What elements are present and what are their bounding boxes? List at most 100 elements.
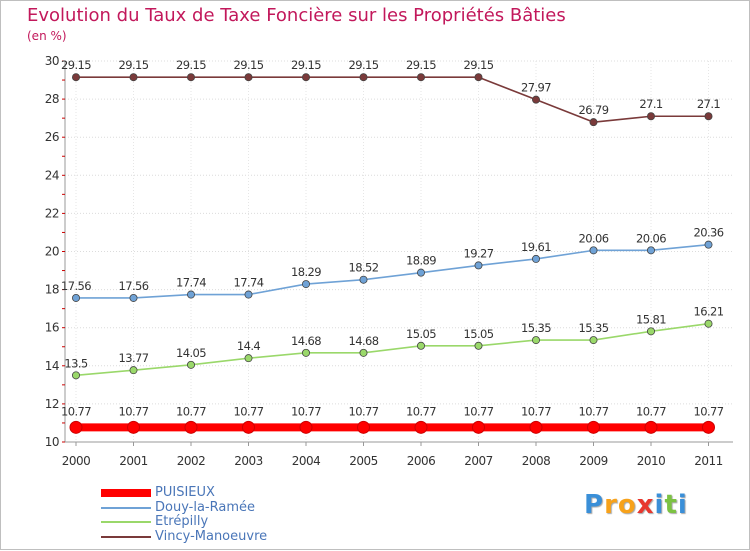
data-point (474, 261, 483, 270)
y-tick-label: 28 (45, 92, 59, 106)
data-point (129, 73, 138, 82)
data-label: 10.77 (636, 404, 666, 418)
series-line-douy-la-ram-e (75, 243, 710, 299)
data-point (359, 73, 368, 82)
data-point (129, 293, 138, 302)
data-point (301, 280, 310, 289)
legend-swatch (101, 521, 151, 523)
data-label: 10.77 (579, 404, 609, 418)
data-label: 17.56 (119, 279, 149, 293)
data-label: 15.05 (406, 327, 436, 341)
proxiti-logo: Proxiti (584, 490, 688, 520)
x-tick-label: 2008 (522, 454, 551, 468)
data-label: 10.77 (119, 404, 149, 418)
data-label: 19.27 (464, 246, 494, 260)
data-point (704, 319, 713, 328)
x-tick-label: 2007 (464, 454, 493, 468)
series-line-vincy-manoeuvre (75, 76, 710, 123)
data-label: 14.05 (176, 346, 206, 360)
data-label: 17.74 (176, 276, 206, 290)
data-label: 20.06 (579, 231, 609, 245)
logo-letter: o (617, 490, 637, 520)
x-tick-label: 2009 (579, 454, 608, 468)
data-label: 15.35 (579, 321, 609, 335)
data-label: 17.56 (61, 279, 91, 293)
data-label: 19.61 (521, 240, 551, 254)
data-label: 10.77 (234, 404, 264, 418)
data-label: 10.77 (521, 404, 551, 418)
data-point (644, 420, 658, 434)
data-label: 10.77 (464, 404, 494, 418)
data-point (532, 95, 541, 104)
data-point (529, 420, 543, 434)
chart-subtitle: (en %) (27, 29, 67, 43)
data-point (186, 290, 195, 299)
data-label: 18.52 (349, 261, 379, 275)
data-point (72, 371, 81, 380)
data-point (472, 420, 485, 434)
data-label: 10.77 (61, 404, 91, 418)
x-tick-label: 2002 (177, 454, 206, 468)
data-label: 27.97 (521, 81, 551, 95)
x-tick-label: 2005 (349, 454, 378, 468)
data-point (474, 73, 483, 82)
data-label: 10.77 (406, 404, 436, 418)
data-point (589, 336, 598, 345)
data-label: 29.15 (406, 58, 436, 72)
data-label: 27.1 (697, 97, 720, 111)
data-label: 15.35 (521, 321, 551, 335)
logo-letter: i (677, 490, 688, 520)
data-label: 20.06 (636, 231, 666, 245)
data-label: 14.68 (349, 334, 379, 348)
y-tick-label: 20 (45, 245, 59, 259)
data-point (414, 420, 428, 434)
data-point (72, 73, 81, 82)
data-label: 13.5 (64, 356, 87, 370)
y-tick-label: 22 (45, 206, 59, 220)
data-point (589, 118, 598, 127)
legend-label: Etrépilly (155, 514, 209, 529)
legend-label: Douy-la-Ramée (155, 499, 256, 515)
data-point (647, 246, 656, 255)
legend-swatch (101, 535, 151, 538)
chart-title: Evolution du Taux de Taxe Foncière sur l… (27, 5, 566, 26)
logo-letter: x (636, 490, 655, 520)
data-point (589, 246, 598, 255)
data-point (127, 420, 140, 434)
data-point (301, 348, 310, 357)
logo-letter: t (664, 490, 678, 520)
data-point (186, 73, 195, 82)
y-tick-label: 30 (45, 54, 59, 68)
logo-letter: P (584, 490, 605, 520)
data-point (359, 275, 368, 284)
data-label: 13.77 (119, 351, 149, 365)
data-point (244, 354, 253, 363)
data-label: 10.77 (694, 404, 724, 418)
data-point (704, 240, 713, 249)
y-tick-label: 26 (45, 130, 59, 144)
data-point (301, 73, 310, 82)
legend-swatch (101, 506, 151, 509)
data-point (416, 73, 425, 82)
data-point (532, 254, 541, 263)
data-point (186, 360, 195, 369)
data-point (129, 366, 138, 375)
data-label: 20.36 (694, 226, 724, 240)
data-label: 29.15 (349, 58, 379, 72)
data-label: 29.15 (61, 58, 91, 72)
legend-label: Vincy-Manoeuvre (155, 528, 268, 544)
data-point (702, 420, 715, 434)
data-label: 15.05 (464, 327, 494, 341)
data-label: 10.77 (291, 404, 321, 418)
data-point (587, 420, 600, 434)
x-tick-label: 2001 (119, 454, 148, 468)
data-label: 29.15 (119, 58, 149, 72)
data-label: 14.4 (237, 339, 260, 353)
data-point (184, 420, 198, 434)
y-tick-label: 14 (45, 359, 59, 373)
data-point (647, 112, 656, 121)
x-tick-label: 2003 (234, 454, 263, 468)
logo-letter: r (604, 490, 618, 520)
data-point (299, 420, 313, 434)
